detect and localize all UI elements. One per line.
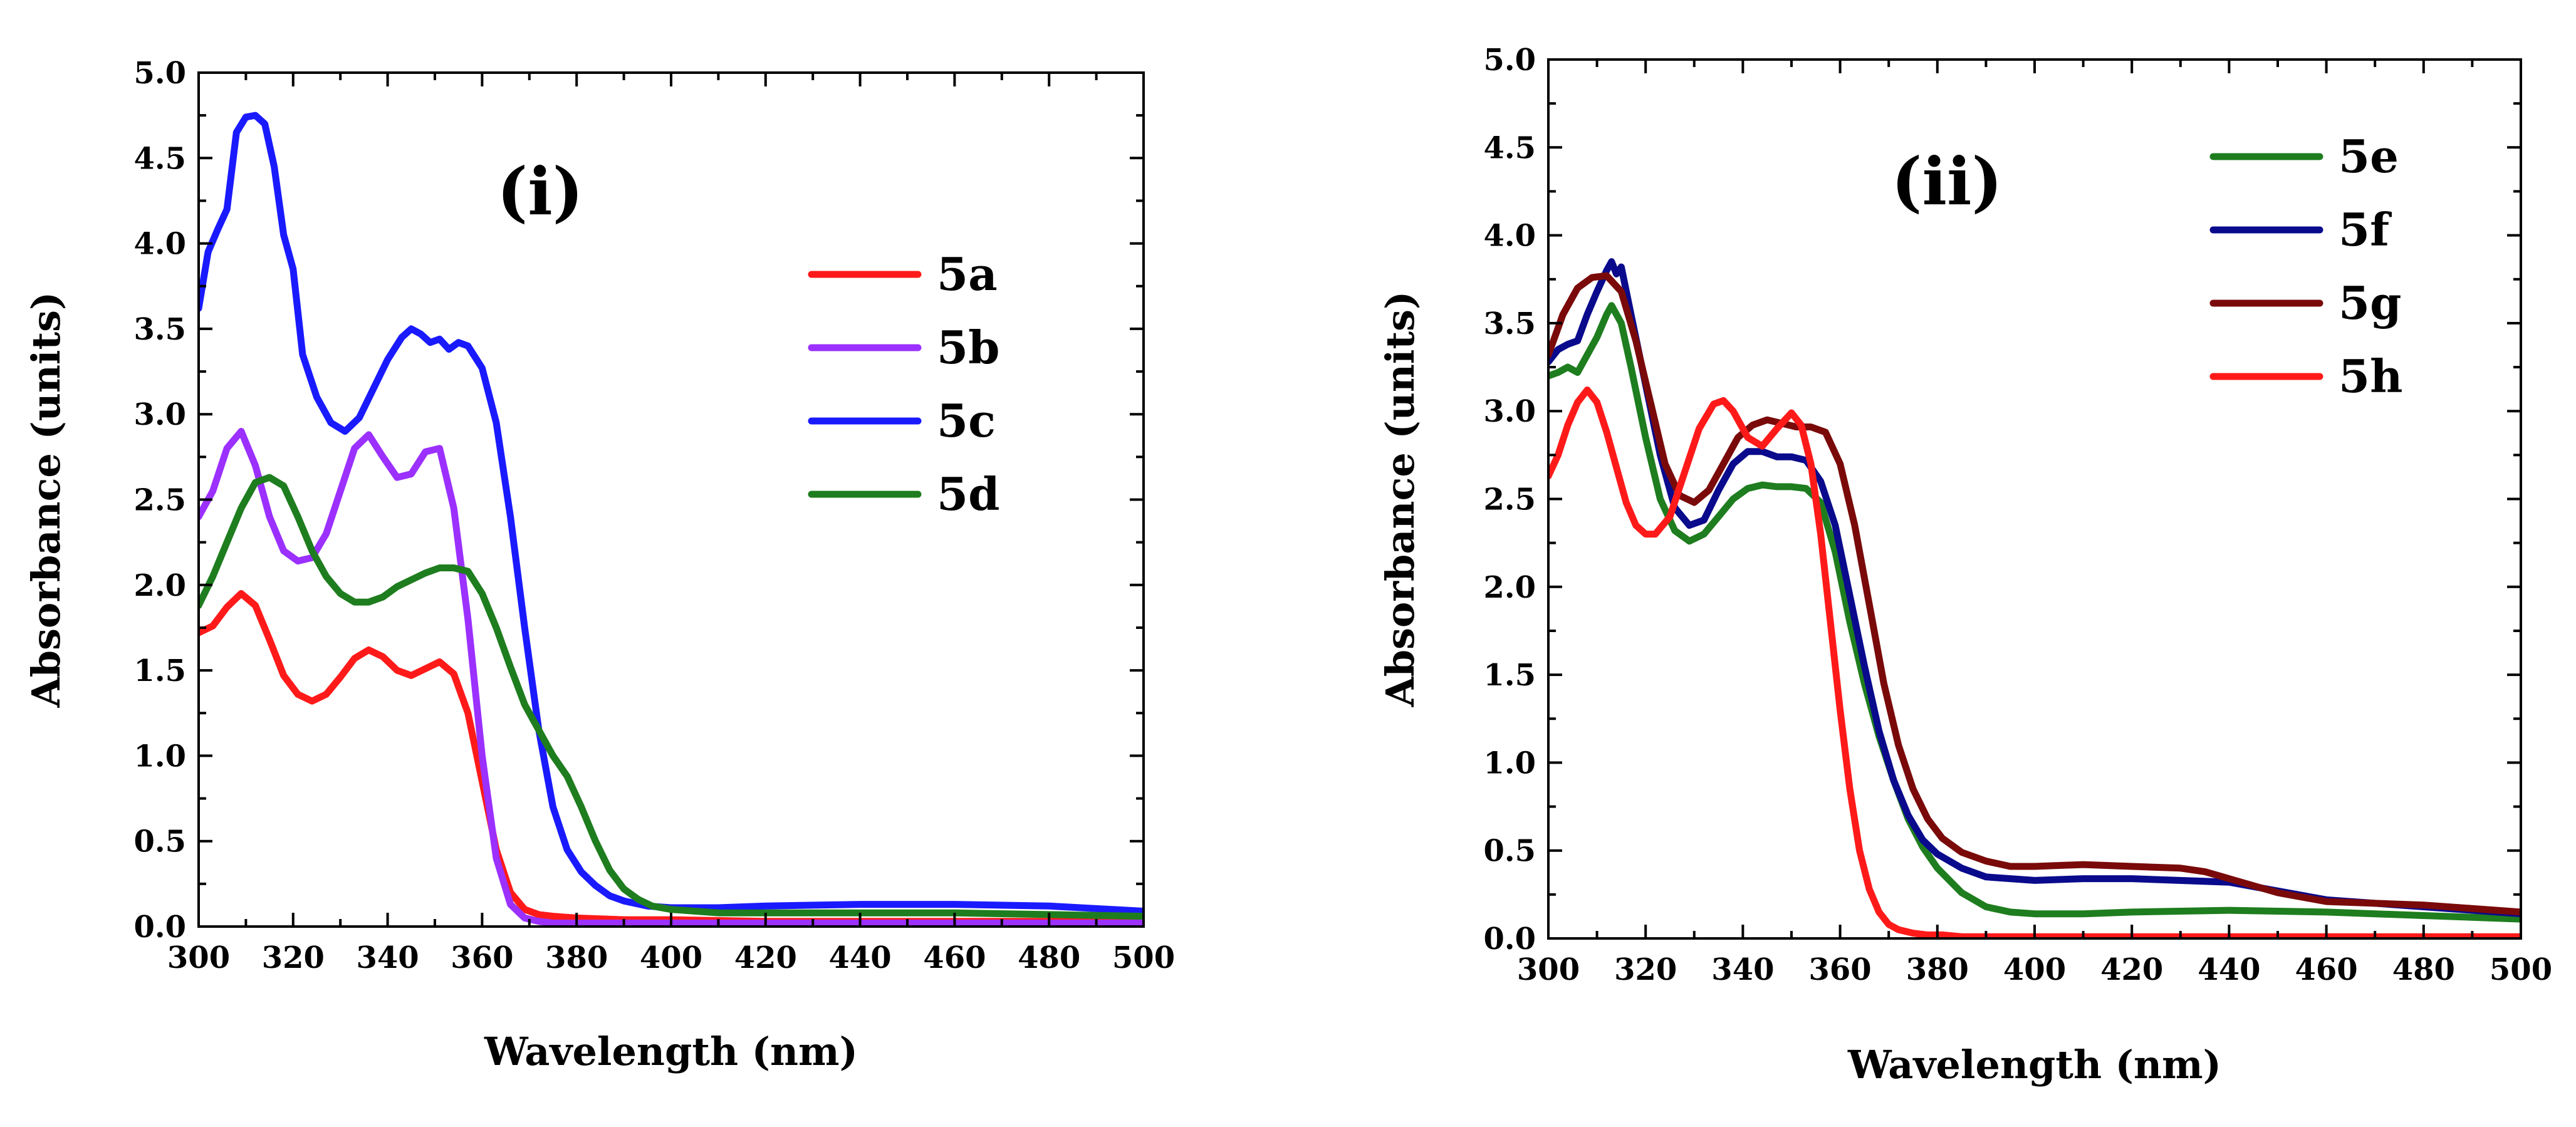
x-tick-label: 340: [1711, 952, 1774, 987]
y-tick-label: 2.0: [133, 568, 186, 603]
x-tick-label: 500: [1112, 940, 1175, 975]
series-line-5b: [199, 428, 1144, 927]
y-tick-label: 2.5: [1483, 482, 1536, 517]
y-tick-label: 3.5: [1483, 306, 1536, 341]
x-tick-label: 480: [2392, 952, 2455, 987]
x-tick-label: 320: [262, 940, 325, 975]
x-tick-label: 460: [2295, 952, 2357, 987]
y-tick-label: 0.5: [133, 824, 186, 860]
y-tick-label: 0.0: [133, 910, 186, 945]
y-tick-label: 0.5: [1483, 834, 1536, 869]
legend-label-5e: 5e: [2339, 130, 2399, 183]
panel-label: (i): [497, 153, 583, 230]
legend-label-5c: 5c: [937, 394, 996, 447]
panel-label: (ii): [1891, 143, 2002, 220]
x-tick-label: 500: [2490, 952, 2552, 987]
y-tick-label: 2.0: [1483, 570, 1536, 605]
y-tick-label: 1.5: [133, 653, 186, 688]
y-tick-label: 4.0: [133, 227, 186, 262]
y-tick-label: 0.0: [1483, 922, 1536, 957]
y-tick-label: 3.0: [1483, 394, 1536, 429]
x-axis-title: Wavelength (nm): [484, 1029, 858, 1074]
y-axis-title: Absorbance (units): [1377, 291, 1423, 708]
x-tick-label: 420: [2100, 952, 2163, 987]
y-tick-label: 4.0: [1483, 219, 1536, 254]
chart-panel-i: 300 320 340 360 380 400 420 440 460 480 500 0.0 0.5 1…: [23, 56, 1175, 1074]
x-axis-title: Wavelength (nm): [1847, 1042, 2221, 1088]
legend-label-5g: 5g: [2339, 276, 2401, 330]
y-tick-label: 1.5: [1483, 658, 1536, 693]
x-tick-label: 440: [828, 940, 891, 975]
y-tick-label: 5.0: [1483, 43, 1536, 78]
x-tick-label: 440: [2198, 952, 2260, 987]
x-tick-label: 300: [167, 940, 230, 975]
y-tick-label: 3.0: [133, 397, 186, 432]
y-tick-label: 2.5: [133, 483, 186, 518]
series-line-5g: [1548, 272, 2521, 916]
x-tick-label: 320: [1614, 952, 1677, 987]
chart-panel-ii: 300 320 340 360 380 400 420 440 460 480 500 0.0 0.5 1…: [1377, 43, 2552, 1088]
legend-label-5b: 5b: [937, 321, 999, 374]
legend-label-5d: 5d: [937, 467, 999, 521]
y-tick-label: 3.5: [133, 312, 186, 347]
legend-label-5f: 5f: [2339, 203, 2392, 256]
y-tick-label: 4.5: [1483, 130, 1536, 165]
series-line-5h: [1548, 387, 2521, 938]
y-tick-label: 5.0: [133, 56, 186, 91]
y-tick-label: 1.0: [1483, 745, 1536, 781]
legend-label-5a: 5a: [937, 247, 998, 301]
x-tick-label: 360: [451, 940, 513, 975]
x-tick-label: 400: [640, 940, 702, 975]
x-tick-label: 380: [1906, 952, 1969, 987]
x-tick-label: 300: [1517, 952, 1580, 987]
x-tick-label: 360: [1808, 952, 1871, 987]
y-tick-label: 1.0: [133, 739, 186, 774]
series-line-5f: [1548, 258, 2521, 918]
x-tick-label: 400: [2003, 952, 2066, 987]
y-tick-label: 4.5: [133, 141, 186, 176]
series-line-5d: [199, 474, 1144, 920]
x-tick-label: 460: [923, 940, 986, 975]
x-tick-label: 480: [1018, 940, 1080, 975]
x-tick-label: 340: [356, 940, 419, 975]
series-line-5c: [199, 112, 1144, 915]
x-tick-label: 420: [734, 940, 797, 975]
x-tick-label: 380: [545, 940, 608, 975]
y-axis-title: Absorbance (units): [23, 292, 69, 709]
legend-label-5h: 5h: [2339, 350, 2402, 403]
series-line-5e: [1548, 302, 2521, 923]
